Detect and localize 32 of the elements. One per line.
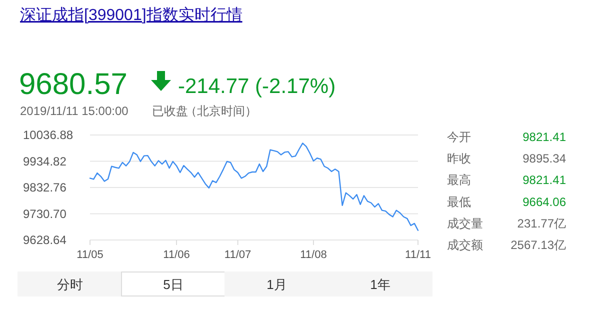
y-tick-label: 10036.88 xyxy=(23,128,74,142)
text: -214.77 (-2.17%) xyxy=(178,75,336,98)
text: 9821.41 xyxy=(522,173,566,188)
y-tick-label: 9832.76 xyxy=(23,180,67,194)
text: 最高 xyxy=(447,173,471,188)
y-tick-label: 9934.82 xyxy=(23,154,67,168)
text: 1月 xyxy=(266,277,287,292)
text: 昨收 xyxy=(447,152,471,166)
text: 1年 xyxy=(370,277,390,292)
text: 9821.41 xyxy=(522,130,566,144)
text: 231.77亿 xyxy=(517,216,566,230)
text: 已收盘 xyxy=(152,104,188,118)
chart-title: 深证成指[399001]指数实时行情 xyxy=(20,6,242,24)
x-tick-label: 11/08 xyxy=(300,249,327,261)
text: 今开 xyxy=(447,130,471,144)
text: 5日 xyxy=(163,277,184,292)
text: 9664.06 xyxy=(522,194,566,209)
text: 成交量 xyxy=(447,216,483,230)
x-tick-label: 11/06 xyxy=(163,249,190,261)
text: 成交额 xyxy=(447,238,483,252)
text: 9895.34 xyxy=(522,152,566,166)
y-tick-label: 9730.70 xyxy=(23,206,67,221)
x-tick-label: 11/05 xyxy=(76,249,104,261)
x-tick-label: 11/07 xyxy=(224,249,252,261)
y-tick-label: 9628.64 xyxy=(23,233,67,247)
line-series xyxy=(89,142,419,231)
text: 最低 xyxy=(447,194,471,209)
text: 9680.57 xyxy=(19,68,128,101)
x-tick-label: 11/11 xyxy=(405,249,431,261)
text: 2019/11/11 15:00:00 xyxy=(20,104,129,118)
text: 分时 xyxy=(56,277,83,292)
text: 2567.13亿 xyxy=(510,238,566,252)
